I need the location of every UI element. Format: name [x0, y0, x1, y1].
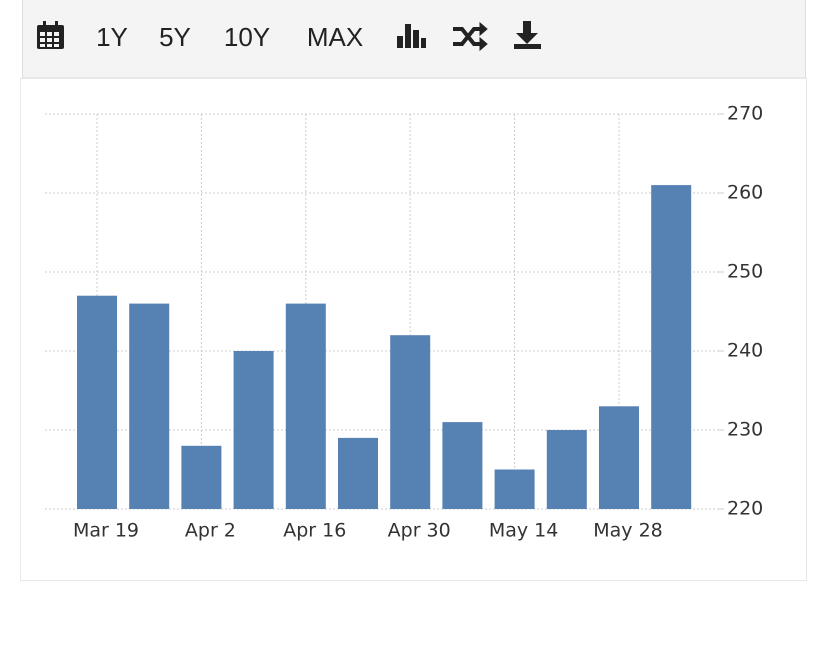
range-button[interactable]: MAX — [307, 22, 363, 52]
bar — [233, 351, 274, 509]
x-tick-label: Apr 30 — [388, 520, 451, 542]
bar — [546, 430, 587, 509]
bar — [338, 437, 378, 509]
download-icon[interactable] — [514, 21, 541, 49]
x-tick-label: May 14 — [489, 520, 559, 542]
calendar-icon[interactable] — [37, 21, 64, 49]
x-tick-label: Mar 19 — [73, 520, 139, 542]
range-button[interactable]: 1Y — [96, 22, 128, 52]
bar — [390, 335, 431, 509]
x-tick-label: May 28 — [593, 520, 663, 542]
range-button[interactable]: 5Y — [159, 22, 191, 52]
bar — [651, 185, 692, 509]
x-tick-label: Apr 16 — [283, 520, 346, 542]
x-tick-label: Apr 2 — [185, 520, 236, 542]
compare-icon[interactable] — [453, 21, 488, 52]
y-tick-label: 220 — [727, 498, 763, 520]
y-tick-label: 230 — [727, 419, 763, 441]
bar — [442, 422, 483, 509]
y-tick-label: 270 — [727, 103, 763, 125]
bar — [129, 303, 170, 509]
y-tick-label: 240 — [727, 340, 763, 362]
bar — [494, 469, 535, 509]
chart-type-icon[interactable] — [397, 24, 426, 48]
bar — [599, 406, 639, 509]
bar — [181, 445, 222, 509]
bar — [77, 295, 117, 509]
bar — [285, 303, 326, 509]
y-tick-label: 260 — [727, 182, 763, 204]
y-tick-label: 250 — [727, 261, 763, 283]
range-button[interactable]: 10Y — [224, 22, 270, 52]
